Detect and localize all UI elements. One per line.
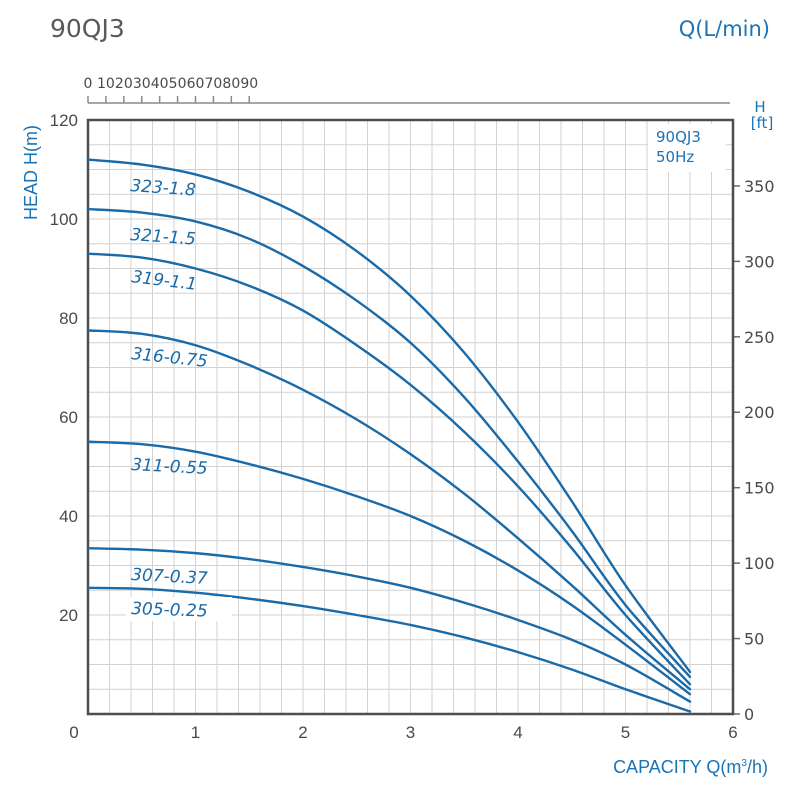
- y-axis-tick-label: 120: [50, 111, 78, 130]
- top-axis-title: Q(L/min): [679, 17, 770, 41]
- top-axis: 0 10 20 30 40 50 60 70 80 90: [84, 76, 730, 104]
- curve-label-305-0.25: 305-0.25: [131, 599, 208, 622]
- x-axis-tick-label: 6: [728, 723, 737, 742]
- curve-305-0.25: [86, 586, 692, 713]
- plot-frame: [86, 118, 735, 716]
- y-axis-tick-label: 100: [50, 210, 78, 229]
- right-axis-tick-label: 0: [744, 705, 754, 724]
- legend-model: 90QJ3: [656, 128, 701, 146]
- legend-frequency: 50Hz: [656, 148, 694, 166]
- top-axis-tick-label: 30: [133, 76, 151, 92]
- y-axis-tick-label: 80: [59, 309, 78, 328]
- x-axis-title-sup: 3: [741, 758, 747, 769]
- right-axis-tick-label: 350: [744, 177, 775, 196]
- top-axis-tick-label: 80: [222, 76, 240, 92]
- x-axis-tick-label: 1: [191, 723, 200, 742]
- curve-label-323-1.8: 323-1.8: [130, 176, 197, 201]
- top-axis-tick-label: 10: [97, 76, 115, 92]
- top-axis-tick-label: 0: [84, 76, 93, 92]
- curve-319-1.1: [86, 252, 692, 686]
- curve-316-0.75: [86, 329, 692, 691]
- top-axis-tick-label: 50: [169, 76, 187, 92]
- curve-label-307-0.37: 307-0.37: [131, 565, 209, 589]
- bottom-axis: 0 1 2 3 4 5 6: [69, 723, 737, 742]
- top-axis-tick-label: 90: [240, 76, 258, 92]
- right-axis-tick-label: 200: [744, 403, 775, 422]
- right-axis-tick-label: 150: [744, 479, 775, 498]
- y-axis-tick-label: 20: [59, 606, 78, 625]
- curve-labels: 323-1.8321-1.5319-1.1316-0.75311-0.55307…: [126, 176, 232, 622]
- y-axis-tick-label: 60: [59, 408, 78, 427]
- left-axis: 20 40 60 80 100 120: [50, 111, 78, 625]
- x-axis-title-end: /h): [747, 757, 768, 777]
- curve-label-321-1.5: 321-1.5: [130, 225, 197, 250]
- grid: [88, 120, 733, 714]
- legend-box-bg: [648, 124, 726, 172]
- curve-323-1.8: [86, 158, 692, 674]
- curve-label-311-0.55: 311-0.55: [131, 455, 208, 479]
- x-axis-title: CAPACITY Q(m3/h): [613, 757, 768, 777]
- x-axis-tick-label: 4: [513, 723, 522, 742]
- y-axis-tick-label: 40: [59, 507, 78, 526]
- right-axis-title-unit: [ft]: [751, 114, 774, 132]
- right-axis-tick-label: 50: [744, 630, 764, 649]
- curve-label-319-1.1: 319-1.1: [130, 267, 198, 295]
- curve-307-0.37: [86, 546, 692, 703]
- right-axis-tick-label: 100: [744, 554, 775, 573]
- x-axis-tick-label: 3: [406, 723, 415, 742]
- curves: [86, 158, 692, 713]
- right-axis-tick-label: 250: [744, 328, 775, 347]
- right-axis: 0 50 100 150 200 250 300 350: [733, 177, 775, 724]
- x-axis-tick-label: 0: [69, 723, 78, 742]
- top-axis-tick-label: 20: [115, 76, 133, 92]
- right-axis-title-h: H: [754, 98, 765, 116]
- right-axis-tick-label: 300: [744, 252, 775, 271]
- y-axis-title: HEAD H(m): [21, 125, 41, 220]
- x-axis-title-main: CAPACITY Q(m: [613, 757, 741, 777]
- top-axis-tick-label: 70: [205, 76, 223, 92]
- curve-label-bg: [126, 597, 232, 621]
- x-axis-tick-label: 5: [621, 723, 630, 742]
- curve-311-0.55: [86, 440, 692, 696]
- curve-321-1.5: [86, 207, 692, 679]
- chart-title: 90QJ3: [50, 14, 125, 43]
- x-axis-tick-label: 2: [298, 723, 307, 742]
- top-axis-tick-label: 60: [187, 76, 205, 92]
- top-axis-tick-label: 40: [151, 76, 169, 92]
